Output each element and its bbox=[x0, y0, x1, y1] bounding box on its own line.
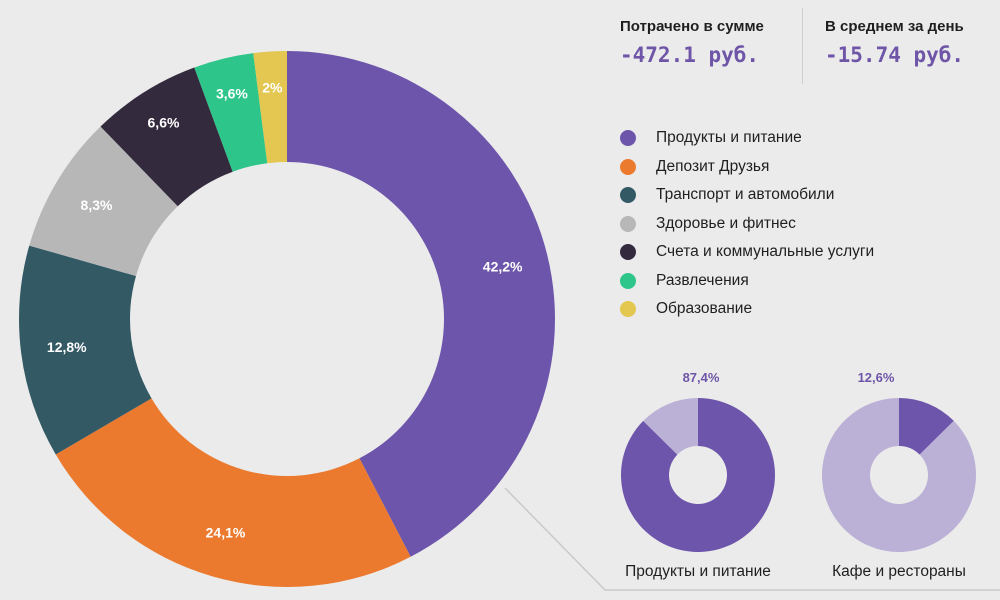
connector-line bbox=[504, 487, 1000, 591]
groceries-caption: Продукты и питание bbox=[625, 563, 771, 580]
category-slice-label-3: 8,3% bbox=[81, 197, 113, 213]
total-spent-value: -472.1 руб. bbox=[620, 43, 760, 67]
category-slice-3 bbox=[29, 126, 178, 276]
daily-average-label: В среднем за день bbox=[825, 18, 964, 35]
legend-item: Продукты и питание bbox=[620, 124, 874, 153]
cafes-percent-label: 12,6% bbox=[857, 370, 895, 385]
legend-swatch bbox=[620, 158, 636, 175]
legend-label: Здоровье и фитнес bbox=[656, 214, 796, 232]
subcategory-cafes: 12,6% Кафе и рестораны bbox=[814, 370, 984, 590]
legend-item: Развлечения bbox=[620, 267, 874, 296]
legend-item: Образование bbox=[620, 295, 874, 324]
legend-swatch bbox=[620, 130, 636, 147]
total-spent-label: Потрачено в сумме bbox=[620, 18, 764, 35]
legend-label: Развлечения bbox=[656, 271, 749, 289]
cafes-caption: Кафе и рестораны bbox=[832, 563, 966, 580]
legend-label: Продукты и питание bbox=[656, 129, 802, 147]
chart-legend: Продукты и питание Депозит Друзья Транспор… bbox=[620, 124, 874, 324]
legend-label: Депозит Друзья bbox=[656, 157, 770, 175]
legend-item: Здоровье и фитнес bbox=[620, 210, 874, 239]
category-slice-6 bbox=[253, 51, 287, 164]
legend-swatch bbox=[620, 301, 636, 318]
groceries-slice-0 bbox=[621, 398, 775, 552]
legend-swatch bbox=[620, 272, 636, 289]
category-slice-1 bbox=[55, 398, 411, 587]
groceries-slice-1 bbox=[643, 398, 698, 455]
daily-average-value: -15.74 руб. bbox=[825, 43, 965, 67]
category-slice-label-6: 2% bbox=[262, 79, 283, 95]
groceries-mini-donut bbox=[621, 398, 775, 552]
category-slice-label-1: 24,1% bbox=[206, 524, 246, 540]
category-slice-label-0: 42,2% bbox=[483, 258, 523, 274]
category-slice-2 bbox=[19, 245, 152, 455]
legend-item: Транспорт и автомобили bbox=[620, 181, 874, 210]
stats-divider bbox=[802, 8, 803, 84]
legend-item: Депозит Друзья bbox=[620, 153, 874, 182]
cafes-slice-0 bbox=[899, 398, 954, 455]
category-slice-label-5: 3,6% bbox=[216, 86, 248, 102]
subcategory-groceries: 87,4% Продукты и питание bbox=[613, 370, 783, 590]
daily-average-stat: В среднем за день -15.74 руб. bbox=[825, 18, 964, 67]
category-slice-4 bbox=[100, 67, 233, 207]
category-slice-label-2: 12,8% bbox=[47, 339, 87, 355]
legend-label: Транспорт и автомобили bbox=[656, 186, 835, 204]
cafes-slice-1 bbox=[822, 398, 976, 552]
category-slice-0 bbox=[287, 51, 555, 557]
category-slice-5 bbox=[194, 53, 268, 172]
legend-swatch bbox=[620, 187, 636, 204]
legend-label: Счета и коммунальные услуги bbox=[656, 243, 875, 261]
legend-swatch bbox=[620, 215, 636, 232]
cafes-mini-donut bbox=[822, 398, 976, 552]
legend-item: Счета и коммунальные услуги bbox=[620, 238, 874, 267]
total-spent-stat: Потрачено в сумме -472.1 руб. bbox=[620, 18, 764, 67]
groceries-percent-label: 87,4% bbox=[682, 370, 720, 385]
legend-label: Образование bbox=[656, 300, 753, 318]
legend-swatch bbox=[620, 244, 636, 261]
category-donut-chart: 42,2% 24,1% 12,8% 8,3% 6,6% 3,6% 2% bbox=[19, 51, 555, 587]
category-slice-label-4: 6,6% bbox=[148, 115, 180, 131]
